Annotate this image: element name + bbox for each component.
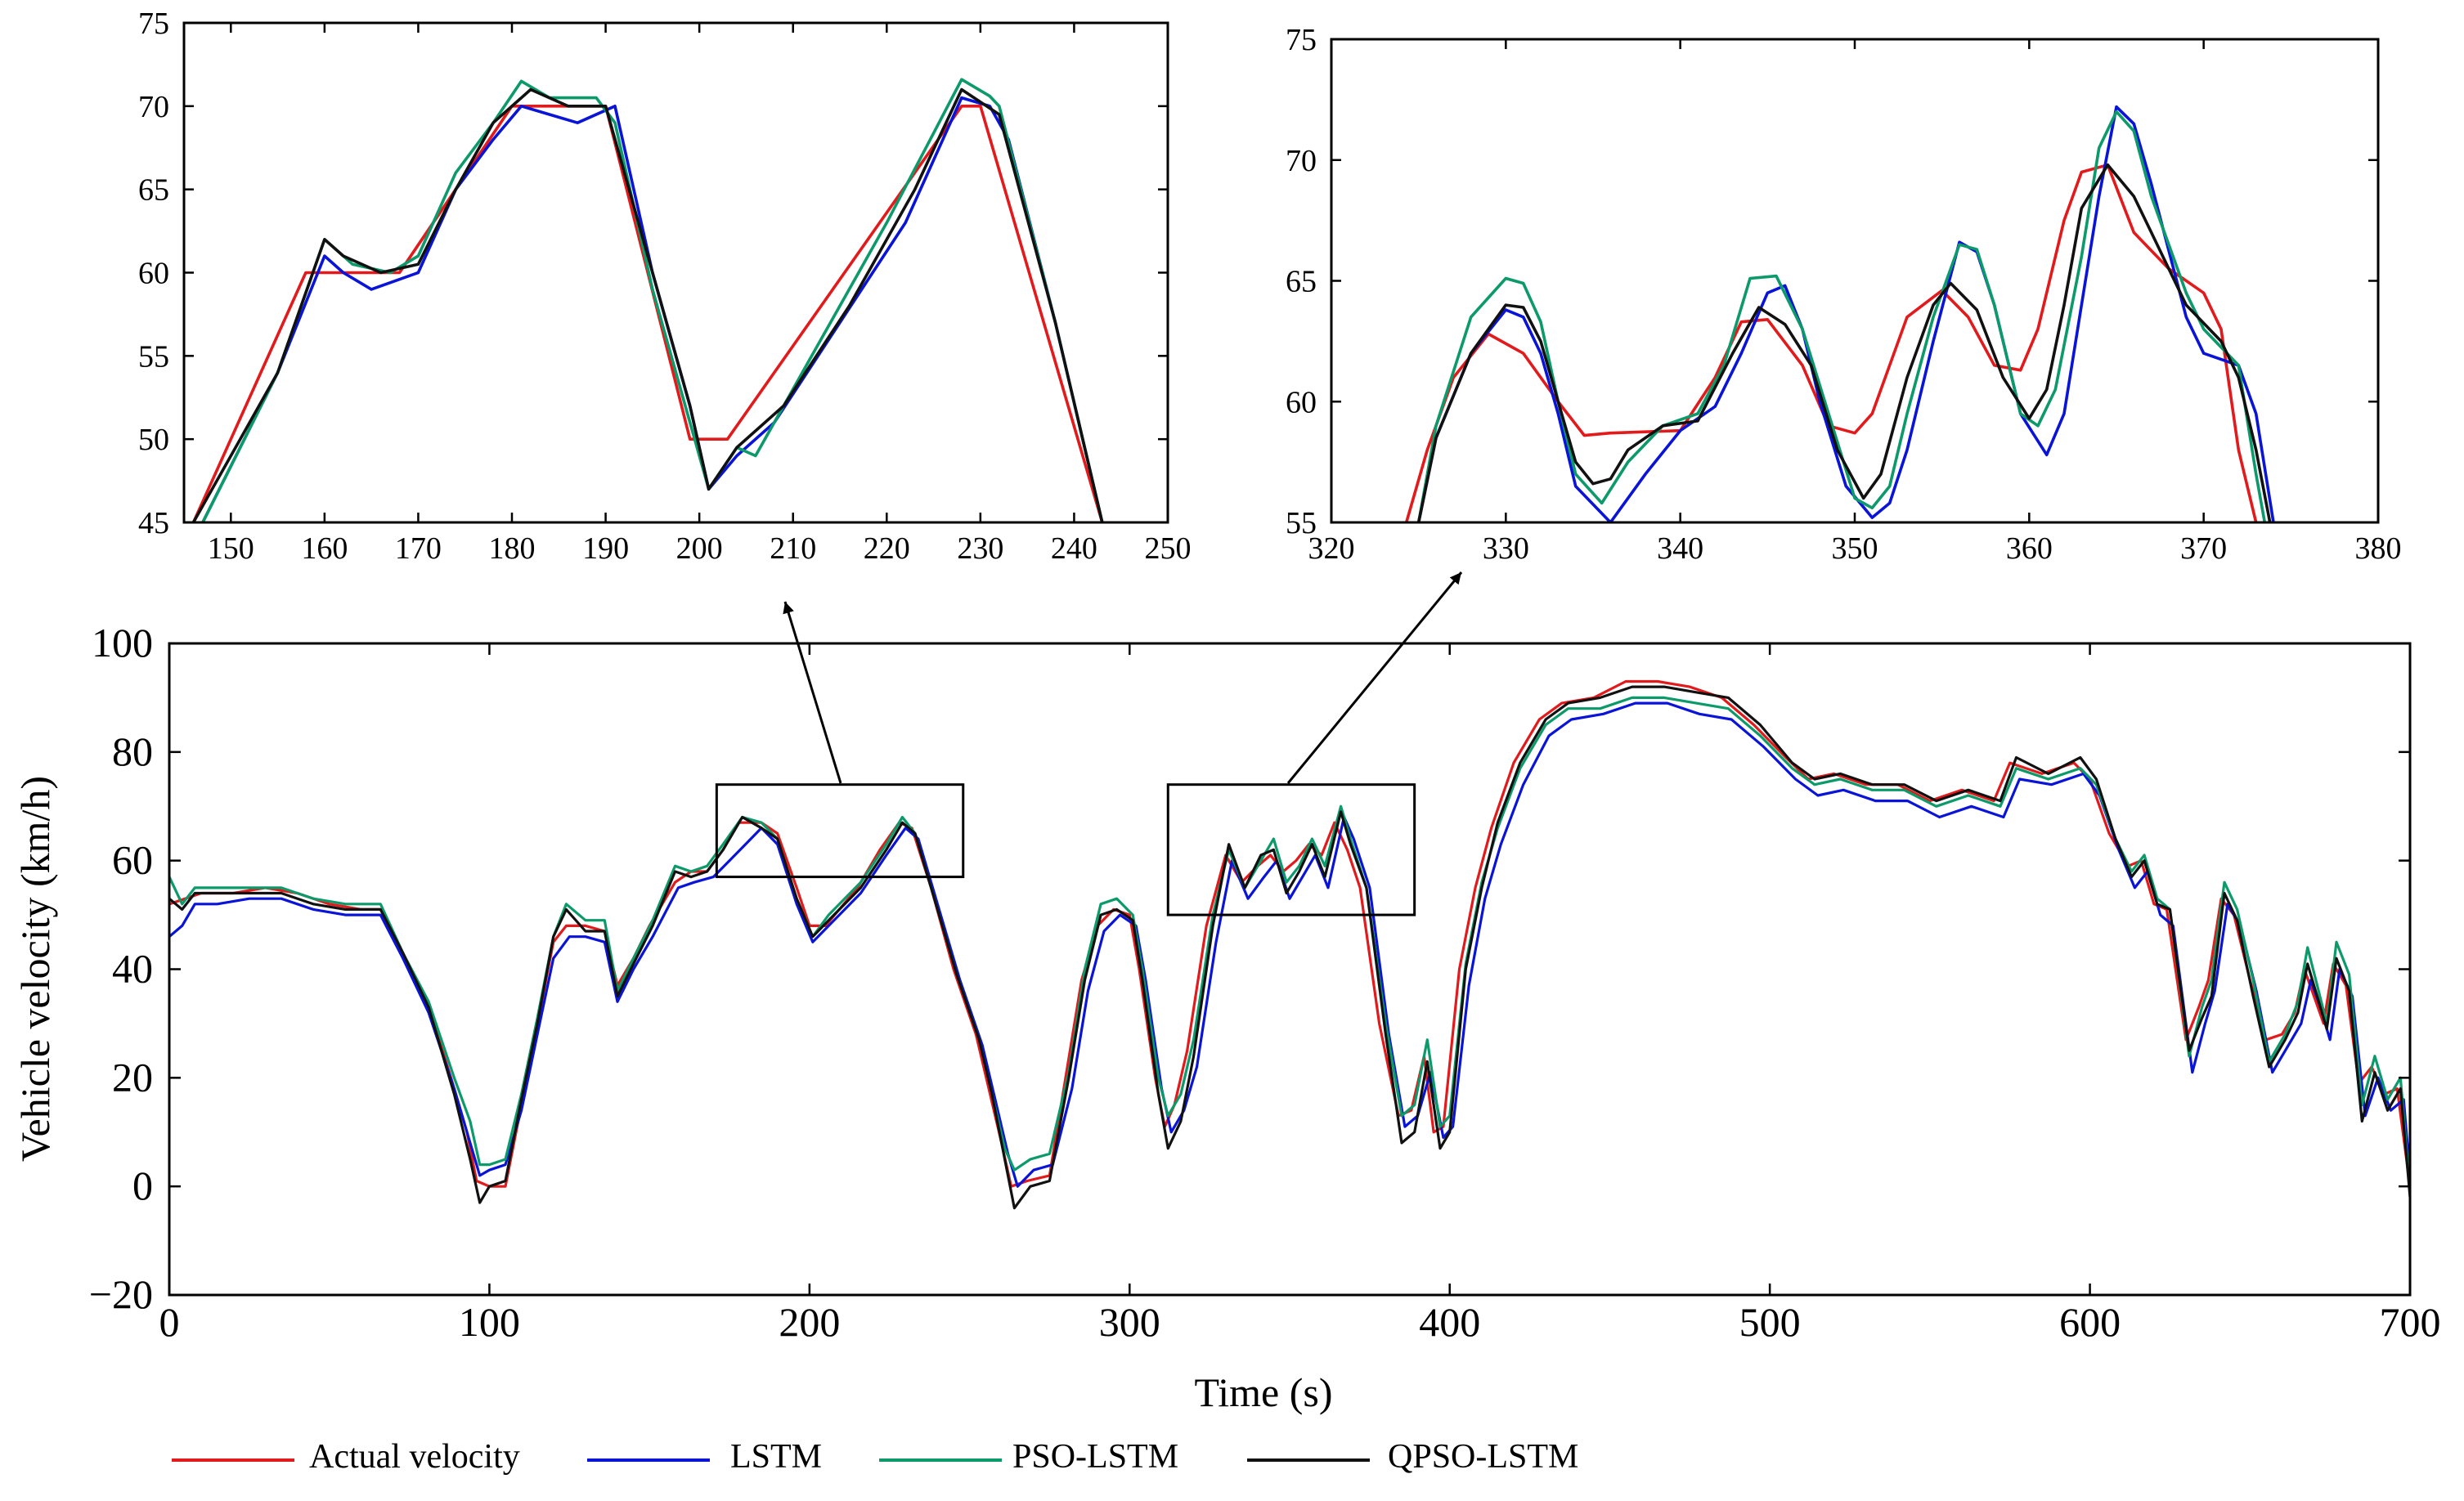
inset-left-xtick-label: 220 [864,531,910,566]
main-xtick-label: 600 [2059,1299,2121,1345]
legend-label-qpso: QPSO-LSTM [1388,1438,1578,1476]
legend-item-pso: PSO-LSTM [879,1438,1178,1476]
main-xtick-label: 700 [2380,1299,2441,1345]
inset-right-line-lstm [1416,105,2275,522]
main-ytick-label: 80 [112,728,153,774]
inset-right-xtick-label: 340 [1657,531,1703,566]
inset-left-xtick-label: 190 [582,531,629,566]
inset-right-xtick-label: 360 [2006,531,2053,566]
legend-label-lstm: LSTM [730,1438,822,1476]
inset-left-xtick-label: 180 [489,531,536,566]
inset-right-xtick-label: 350 [1832,531,1878,566]
main-ytick-label: 0 [132,1163,153,1208]
inset-left-line-pso-lstm [201,78,1104,522]
zoom-arrow-left [783,601,842,784]
inset-right-line-actual-velocity [1404,163,2258,522]
main-ytick-label: 40 [112,946,153,992]
zoom-arrows [783,571,1463,784]
inset-right-ytick-label: 55 [1286,506,1317,540]
main-ytick-label: 20 [112,1054,153,1100]
zoom-region-box-1 [715,783,965,879]
inset-right-ytick-label: 70 [1286,144,1317,178]
main-line-qpso-lstm [169,685,2410,1210]
zoom-arrow-right [1286,571,1463,784]
inset-left-ytick-label: 50 [138,423,169,457]
x-axis-title: Time (s) [1194,1369,1332,1415]
main-ytick-label: −20 [89,1271,153,1317]
inset-left-xtick-label: 210 [770,531,816,566]
inset-left-xtick-label: 170 [395,531,442,566]
main-line-pso-lstm [169,696,2410,1194]
legend-item-qpso: QPSO-LSTM [1247,1438,1578,1476]
legend-label-pso: PSO-LSTM [1012,1438,1178,1476]
main-xtick-label: 300 [1099,1299,1160,1345]
inset-right-ytick-label: 65 [1286,265,1317,299]
inset-left-line-qpso-lstm [191,87,1104,522]
inset-left-ytick-label: 45 [138,506,169,540]
inset-right-ytick-label: 60 [1286,385,1317,419]
main-line-actual-velocity [169,679,2410,1188]
main-xtick-label: 500 [1739,1299,1801,1345]
main-frame [168,642,2412,1297]
inset-left-line-actual-velocity [191,105,1104,522]
inset-right-xtick-label: 370 [2180,531,2227,566]
main-line-lstm [169,701,2410,1188]
main-xtick-label: 400 [1419,1299,1480,1345]
legend: Actual velocity LSTM PSO-LSTM QPSO-LSTM [172,1438,1578,1476]
y-axis-title: Vehicle velocity (km/h) [12,776,58,1162]
inset-left-xtick-label: 160 [301,531,348,566]
inset-left-ytick-label: 60 [138,257,169,291]
main-ytick-label: 100 [92,620,153,665]
zoom-region-box-2 [1166,783,1416,916]
inset-left-xtick-label: 200 [676,531,723,566]
inset-chart-left: 150 160 170 180 190 200 210 220 230 240 250 45 50 55 6… [138,7,1192,566]
inset-left-xtick-label: 240 [1051,531,1097,566]
main-xtick-label: 200 [779,1299,840,1345]
legend-label-actual: Actual velocity [309,1438,520,1476]
main-xtick-label: 0 [159,1299,180,1345]
inset-left-ytick-label: 75 [138,7,169,41]
inset-left-ytick-label: 55 [138,339,169,374]
legend-item-actual: Actual velocity [172,1438,520,1476]
inset-left-ytick-label: 70 [138,90,169,124]
main-series [169,679,2410,1210]
inset-right-ytick-label: 75 [1286,23,1317,57]
inset-chart-right: 320 330 340 350 360 370 380 55 60 65 70 75 [1286,23,2402,566]
inset-right-xtick-label: 380 [2355,531,2402,566]
main-xtick-label: 100 [459,1299,520,1345]
inset-right-xtick-label: 330 [1483,531,1529,566]
inset-left-line-lstm [201,96,1104,522]
main-ytick-label: 60 [112,837,153,883]
inset-left-xtick-label: 230 [957,531,1003,566]
inset-right-line-qpso-lstm [1416,163,2272,522]
inset-right-xtick-label: 320 [1308,531,1355,566]
inset-left-xtick-label: 150 [208,531,254,566]
main-chart: 0 100 200 300 400 500 600 700−20020406080100Tim… [12,620,2441,1415]
inset-right-frame [1330,38,2380,524]
inset-left-xtick-label: 250 [1145,531,1192,566]
legend-item-lstm: LSTM [587,1438,822,1476]
inset-right-series [1404,105,2275,522]
inset-left-series [191,78,1104,522]
inset-left-ytick-label: 65 [138,173,169,208]
